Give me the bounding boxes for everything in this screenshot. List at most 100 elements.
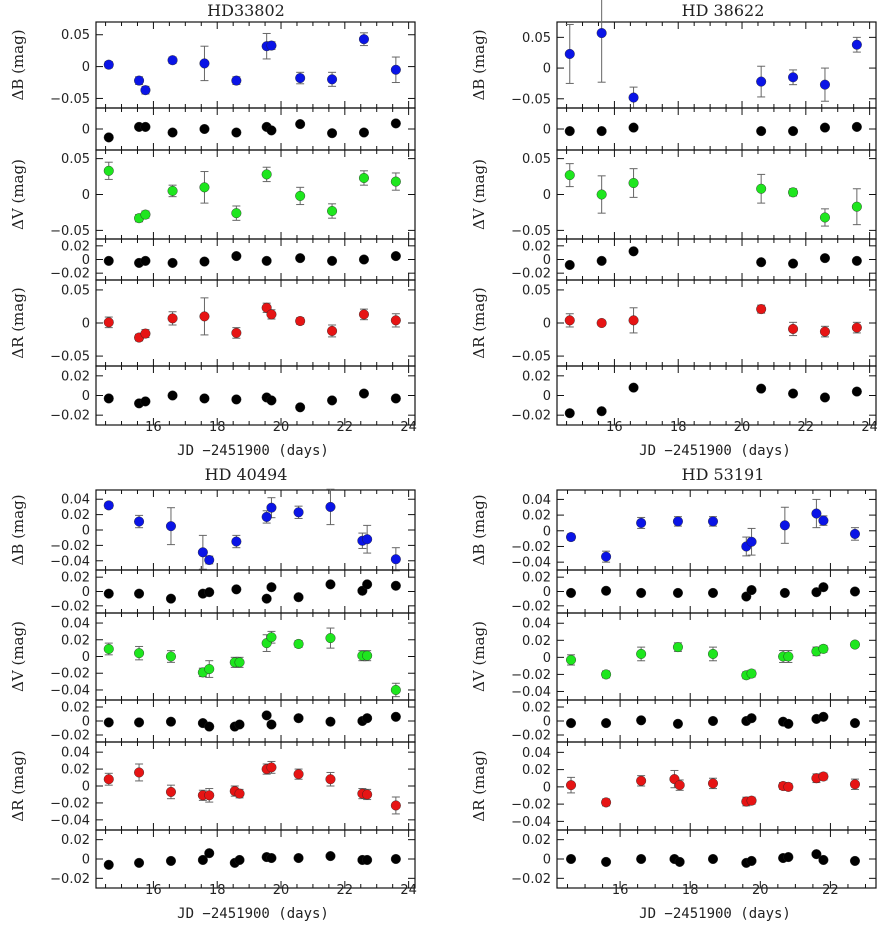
comparison-point [134,857,145,868]
y-tick-label: −0.04 [511,556,551,571]
y-tick-label: −0.04 [511,815,551,830]
panel-3-data: 0.040.02 0 −0.02−0.04 ΔV (mag) [9,612,416,701]
data-point [390,800,401,811]
chart-title: HD 38622 [682,1,765,20]
data-point [234,657,245,668]
comparison-point [564,259,575,270]
data-point [103,774,114,785]
comparison-point [756,383,767,394]
comparison-point [818,854,829,865]
y-tick-label: 0.04 [61,493,90,508]
data-point [628,315,639,326]
comparison-point [231,127,242,138]
y-tick-label: 0 [543,389,551,404]
comparison-point [849,718,860,729]
comparison-point [596,255,607,266]
x-tick-label: 22 [798,420,815,435]
data-point [783,781,794,792]
comparison-point [231,251,242,262]
data-point [596,28,607,39]
comparison-point [851,121,862,132]
comparison-point [204,587,215,598]
data-point [390,554,401,565]
data-point [266,40,277,51]
data-point [818,515,829,526]
comparison-point [197,854,208,865]
comparison-point [266,582,277,593]
comparison-point [788,126,799,137]
y-tick-label: 0.04 [61,617,90,632]
y-axis-label: ΔB (mag) [470,29,488,100]
comparison-point [325,716,336,727]
x-tick-label: 20 [273,883,290,898]
comparison-point [566,854,577,865]
data-point [819,79,830,90]
data-point [231,75,242,86]
data-point [358,309,369,320]
comparison-point [261,710,272,721]
comparison-point [783,852,794,863]
panel-frame [95,149,416,240]
y-tick-label: −0.02 [511,599,551,614]
data-point [746,668,757,679]
y-tick-label: 0 [543,585,551,600]
y-tick-label: −0.05 [511,224,551,239]
data-point [358,172,369,183]
x-axis-label: JD −2451900 (days) [177,906,329,922]
y-tick-label: −0.02 [50,796,90,811]
y-tick-label: 0 [82,524,90,539]
y-axis-label: ΔV (mag) [9,159,27,230]
comparison-point [636,715,647,726]
data-point [564,315,575,326]
data-point [197,547,208,558]
data-point [204,790,215,801]
comparison-point [134,717,145,728]
y-tick-label: −0.02 [50,729,90,744]
x-axis-label: JD −2451900 (days) [639,443,791,459]
y-axis-label: ΔB (mag) [9,494,27,565]
data-point [204,555,215,566]
comparison-point [390,251,401,262]
y-axis-label: ΔV (mag) [470,159,488,230]
y-axis-label: ΔB (mag) [470,494,488,565]
data-point [295,73,306,84]
comparison-point [293,592,304,603]
comparison-point [234,719,245,730]
data-point [165,521,176,532]
data-point [851,201,862,212]
y-tick-label: 0 [82,853,90,868]
comparison-point [628,382,639,393]
y-tick-label: −0.04 [50,554,90,569]
comparison-point [819,253,830,264]
x-tick-label: 24 [400,883,417,898]
data-point [103,165,114,176]
data-point [261,169,272,180]
comparison-point [566,587,577,598]
data-point [788,323,799,334]
data-point [199,182,210,193]
y-tick-label: 0 [82,650,90,665]
y-tick-label: −0.04 [50,813,90,828]
data-point [167,313,178,324]
y-axis-label: ΔR (mag) [470,287,488,358]
data-point [261,511,272,522]
panel-1-data: 0.05 0 −0.05 ΔB (mag) [470,0,877,109]
comparison-point [818,711,829,722]
y-tick-label: 0 [543,715,551,730]
panel-3-data: 0.05 0 −0.05 ΔV (mag) [9,149,416,240]
comparison-point [564,126,575,137]
data-point [672,516,683,527]
comparison-point [266,853,277,864]
data-point [564,170,575,181]
data-point [231,208,242,219]
panel-5-data: 0.04 0.02 0 −0.02 −0.04 ΔR (mag) [470,741,877,831]
x-tick-label: 16 [612,883,629,898]
panel-2-comparison: 0.020−0.02 [50,569,416,614]
y-tick-label: −0.02 [50,599,90,614]
data-point [851,39,862,50]
y-tick-label: −0.05 [511,92,551,107]
data-point [295,190,306,201]
